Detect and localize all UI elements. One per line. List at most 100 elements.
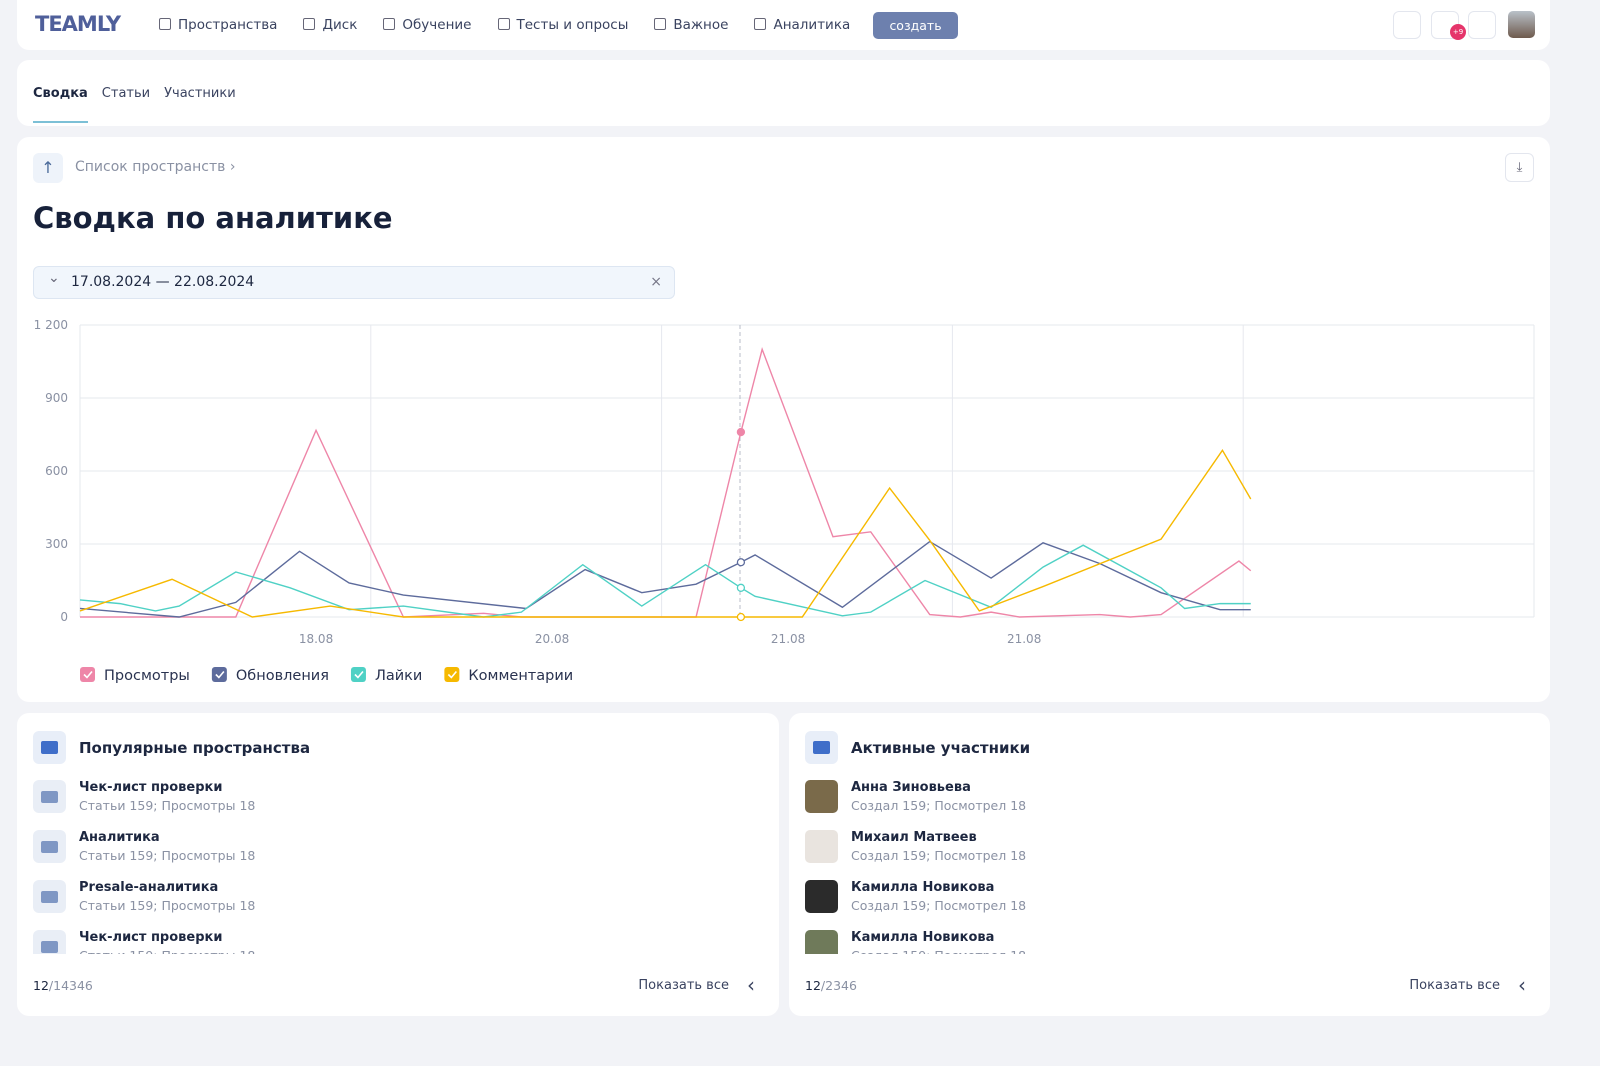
settings-button[interactable] — [1468, 11, 1496, 39]
x-tick-label: 18.08 — [299, 632, 333, 646]
x-tick-label: 21.08 — [771, 632, 805, 646]
tab[interactable]: Статьи — [101, 86, 151, 101]
item-text: Presale-аналитика Статьи 159; Просмотры 1… — [79, 880, 255, 913]
hover-point — [736, 583, 746, 592]
item-name: Чек-лист проверки — [79, 930, 223, 945]
legend-label: Лайки — [375, 668, 422, 684]
legend-swatch — [350, 667, 366, 682]
item-name: Чек-лист проверки — [79, 780, 223, 795]
item-meta: Статьи 159; Просмотры 18 — [79, 798, 256, 813]
tabs-card: Сводка Статьи Участники — [17, 60, 1550, 126]
x-tick-label: 20.08 — [535, 632, 569, 646]
create-button[interactable]: создать — [873, 12, 958, 39]
panel-icon — [805, 731, 838, 764]
user-avatar[interactable] — [1508, 11, 1535, 38]
avatar — [805, 880, 838, 913]
up-button[interactable]: ↑ — [33, 153, 63, 183]
counter: 12/2346 — [805, 978, 857, 993]
item-name: Анна Зиновьева — [851, 780, 971, 795]
tab[interactable]: Сводка — [33, 86, 88, 123]
item-name: Камилла Новикова — [851, 880, 995, 895]
item-meta: Создал 159; Посмотрел 18 — [851, 798, 1027, 813]
panel: Популярные пространства Чек-лист проверки… — [17, 713, 779, 1016]
item-name: Presale-аналитика — [79, 880, 219, 895]
chart: 0 300 600 900 1 200 18.08 20.08 21.08 21.08 Просм… — [34, 318, 1535, 684]
item-name: Аналитика — [79, 830, 160, 845]
nav-item[interactable]: Диск — [303, 17, 357, 33]
hover-point — [736, 558, 746, 567]
nav-item[interactable]: Обучение — [383, 17, 471, 33]
search-button[interactable] — [1393, 11, 1421, 39]
legend-check — [83, 670, 93, 679]
show-all[interactable]: Показать все — [1409, 973, 1525, 997]
legend-swatch — [444, 667, 460, 682]
item-meta: Создал 159; Посмотрел 18 — [851, 848, 1027, 863]
tab[interactable]: Участники — [164, 86, 236, 101]
item-list: Чек-лист проверки Статьи 159; Просмотры 1… — [33, 778, 733, 954]
date-range[interactable]: 17.08.2024 — 22.08.2024 — [33, 263, 675, 299]
list-item[interactable]: Чек-лист проверки Статьи 159; Просмотры 1… — [33, 778, 733, 828]
panel-icon — [33, 731, 66, 764]
list-item[interactable]: Чек-лист проверки Статьи 159; Просмотры 1… — [33, 928, 733, 954]
item-meta: Создал 159; Посмотрел 18 — [851, 898, 1027, 913]
series-line — [79, 544, 1251, 618]
panel: Активные участники Анна Зиновьева Создал 1… — [789, 713, 1550, 1016]
item-text: Анна Зиновьева Создал 159; Посмотрел 18 — [851, 780, 1026, 813]
breadcrumb[interactable]: Список пространств — [75, 159, 235, 175]
nav-items: Пространства Диск Обучение Тесты и опросы Ва… — [159, 17, 850, 33]
list-item[interactable]: Камилла Новикова Создал 159; Посмотрел 18 — [805, 878, 1505, 928]
legend-swatch — [211, 667, 227, 682]
y-tick-label: 300 — [45, 537, 68, 551]
item-meta: Статьи 159; Просмотры 18 — [79, 898, 256, 913]
show-all[interactable]: Показать все — [638, 973, 754, 997]
series-line — [80, 347, 1252, 618]
download-button[interactable]: ⤓ — [1505, 153, 1534, 182]
nav-item[interactable]: Важное — [654, 17, 728, 33]
item-meta: Создал 159; Посмотрел 18 — [851, 948, 1026, 954]
list-item[interactable]: Анна Зиновьева Создал 159; Посмотрел 18 — [805, 778, 1505, 828]
list-item[interactable]: Presale-аналитика Статьи 159; Просмотры 1… — [33, 878, 733, 928]
y-tick-label: 0 — [60, 610, 68, 624]
nav-item[interactable]: Аналитика — [754, 17, 850, 33]
item-text: Камилла Новикова Создал 159; Посмотрел 18 — [851, 930, 1026, 954]
y-tick-label: 1 200 — [34, 318, 68, 332]
legend-label: Просмотры — [104, 668, 190, 684]
item-list: Анна Зиновьева Создал 159; Посмотрел 18 Ми… — [805, 778, 1505, 954]
legend-label: Комментарии — [468, 668, 573, 684]
item-text: Чек-лист проверки Статьи 159; Просмотры 1… — [79, 780, 255, 813]
series-line — [79, 449, 1252, 618]
item-name: Камилла Новикова — [851, 930, 995, 945]
avatar — [805, 830, 838, 863]
logo[interactable]: TEAMLY — [35, 12, 121, 36]
item-text: Михаил Матвеев Создал 159; Посмотрел 18 — [851, 830, 1026, 863]
list-item[interactable]: Аналитика Статьи 159; Просмотры 18 — [33, 828, 733, 878]
nav-item[interactable]: Тесты и опросы — [498, 17, 629, 33]
panel-title: Популярные пространства — [79, 738, 311, 757]
item-meta: Статьи 159; Просмотры 18 — [79, 948, 255, 954]
count: 12 — [33, 978, 49, 993]
tab-list: Сводка Статьи Участники — [33, 86, 236, 123]
legend-swatch — [80, 667, 95, 682]
avatar — [805, 930, 838, 954]
notification-badge: +9 — [1450, 24, 1466, 40]
panel-title: Активные участники — [851, 738, 1031, 757]
item-meta: Статьи 159; Просмотры 18 — [79, 848, 256, 863]
item-text: Чек-лист проверки Статьи 159; Просмотры 1… — [79, 930, 255, 954]
legend-check — [447, 670, 457, 679]
series-line — [79, 540, 1251, 618]
page-title: Сводка по аналитике — [33, 201, 393, 235]
nav-item[interactable]: Пространства — [159, 17, 277, 33]
list-item[interactable]: Михаил Матвеев Создал 159; Посмотрел 18 — [805, 828, 1505, 878]
total: /14346 — [48, 978, 93, 993]
list-item[interactable]: Камилла Новикова Создал 159; Посмотрел 18 — [805, 928, 1505, 954]
folder-icon — [33, 880, 66, 913]
top-nav: TEAMLY Пространства Диск Обучение Тесты и о… — [17, 0, 1550, 50]
count: 12 — [805, 978, 821, 993]
item-name: Михаил Матвеев — [851, 830, 977, 845]
item-text: Камилла Новикова Создал 159; Посмотрел 18 — [851, 880, 1026, 913]
panel-header: Популярные пространства — [33, 731, 310, 764]
legend-check — [354, 670, 364, 679]
y-tick-label: 600 — [45, 464, 68, 478]
folder-icon — [33, 830, 66, 863]
